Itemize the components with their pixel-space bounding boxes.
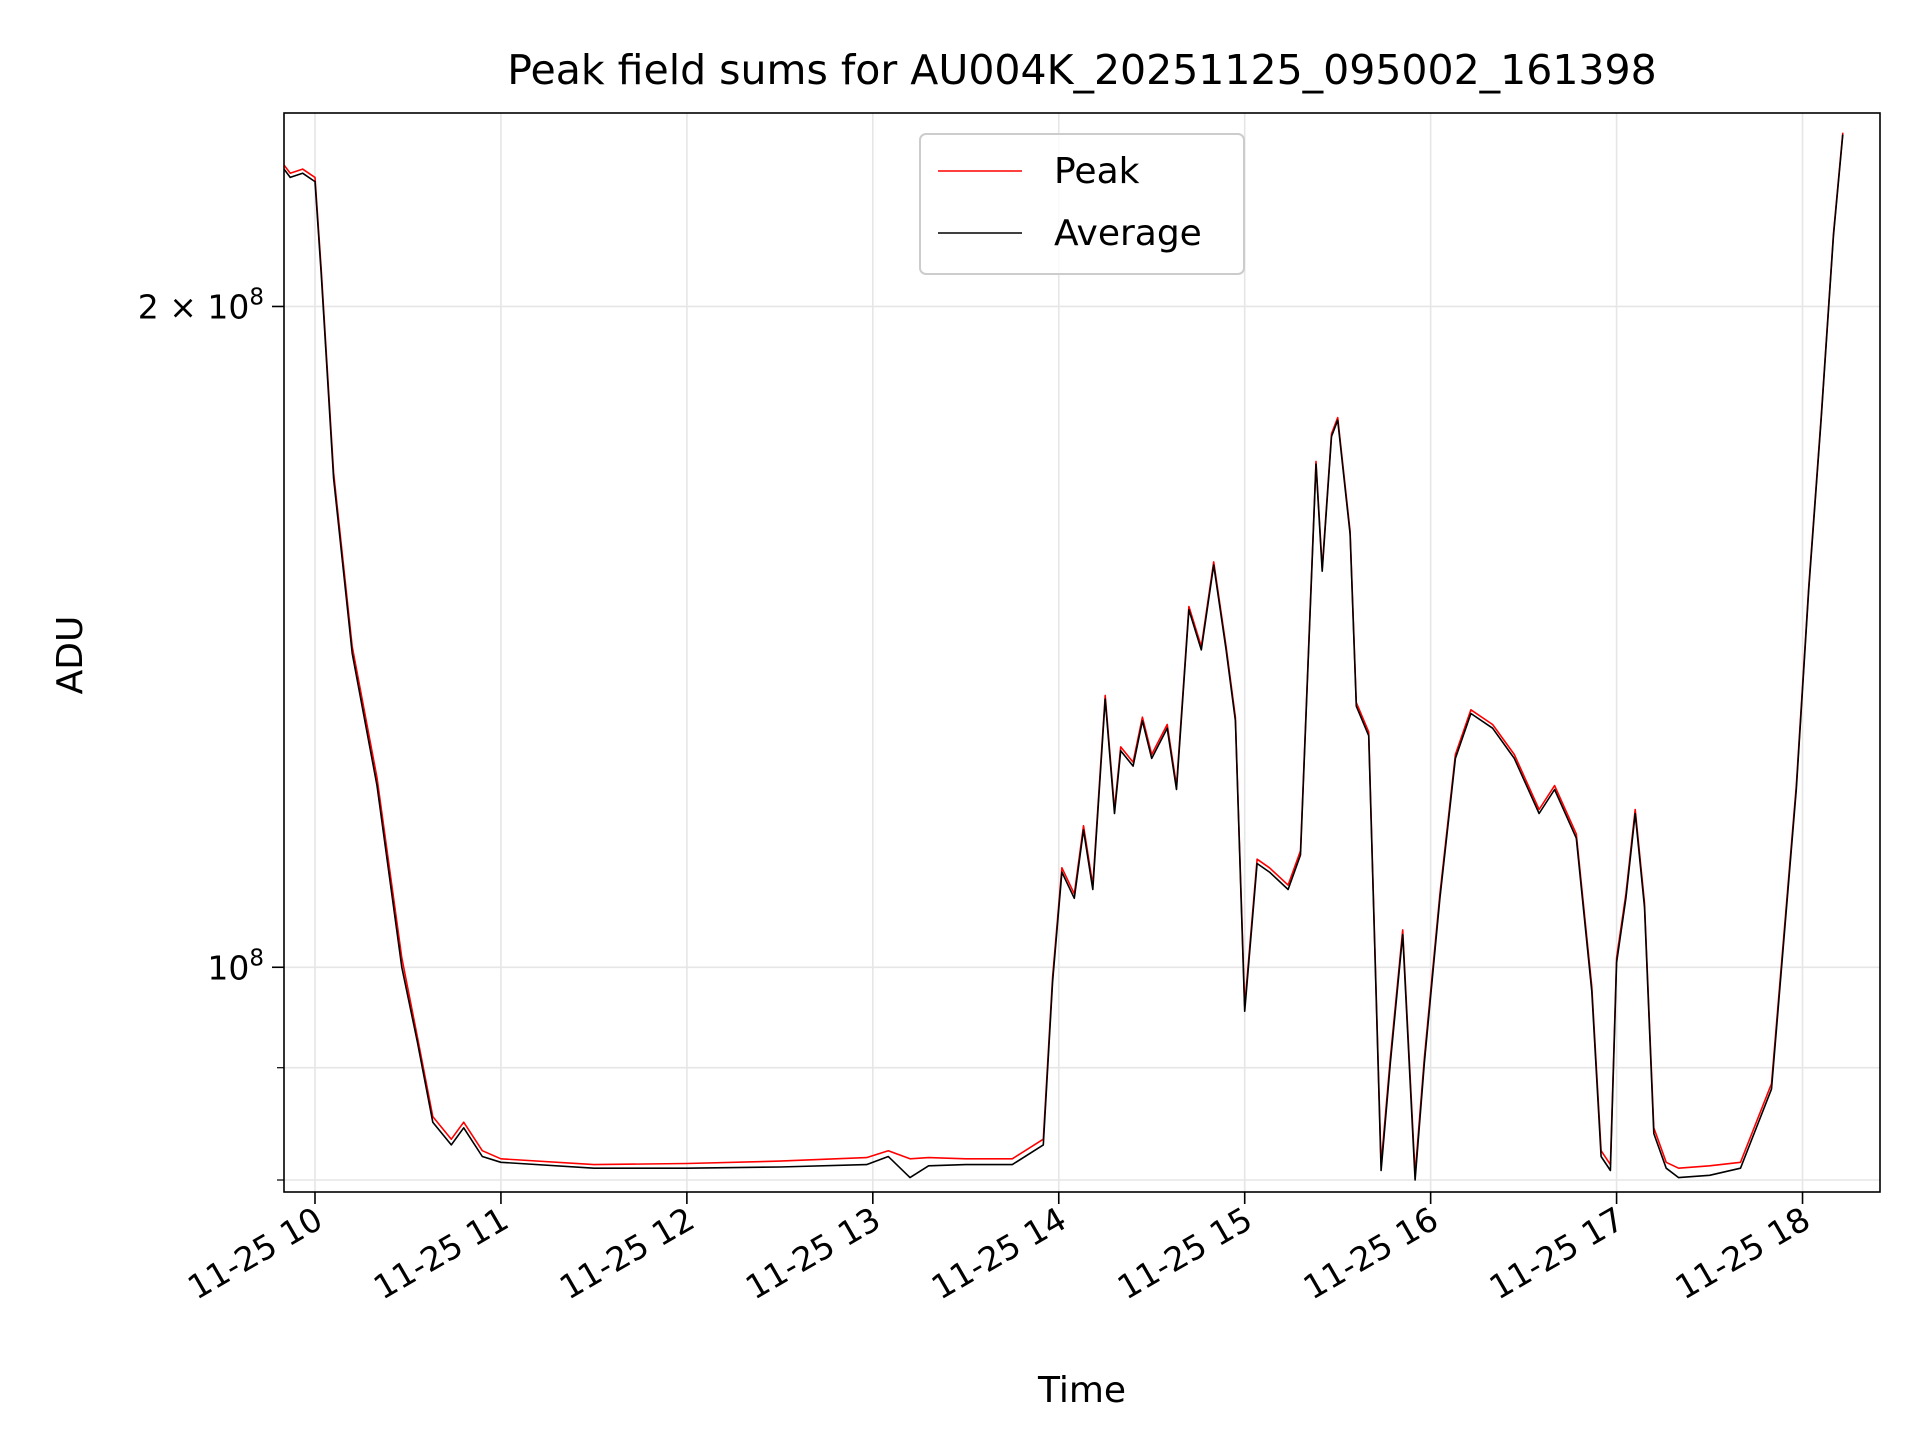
series-line-average <box>284 134 1844 1181</box>
legend-box <box>919 133 1245 275</box>
plot-frame <box>283 112 1881 1193</box>
legend: Peak Average <box>919 133 1245 275</box>
y-tick-label: 108 <box>207 945 264 987</box>
legend-label-peak: Peak <box>1054 151 1140 192</box>
y-tick-label: 2 × 108 <box>138 284 264 326</box>
y-axis: 108 2 × 108 <box>138 284 284 1181</box>
plot-area <box>284 132 1844 1181</box>
y-axis-label: ADU <box>50 616 91 695</box>
x-axis-label: Time <box>1037 1370 1126 1411</box>
legend-label-average: Average <box>1054 213 1202 254</box>
chart-title: Peak field sums for AU004K_20251125_0950… <box>507 46 1656 94</box>
